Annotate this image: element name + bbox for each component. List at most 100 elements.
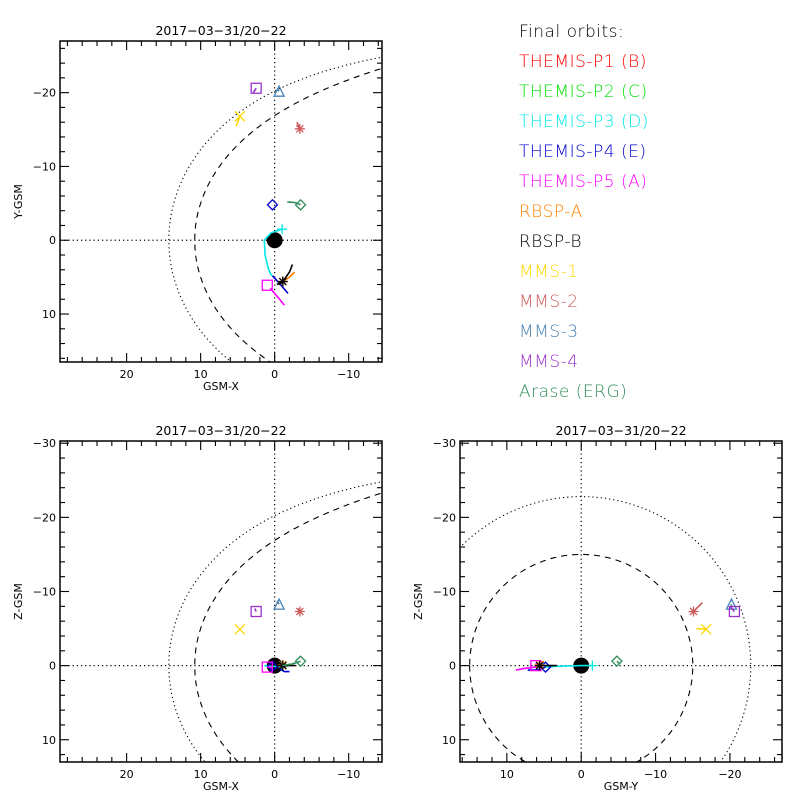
y-tick-label: 0	[449, 660, 456, 673]
x-tick-label: 0	[578, 768, 585, 781]
legend-item: Arase (ERG)	[519, 382, 628, 402]
spacecraft-rbsp-b	[534, 660, 557, 671]
asterisk-symbol	[294, 606, 305, 617]
spacecraft-mms-2	[294, 606, 305, 617]
magnetopause-boundary	[460, 496, 752, 762]
axis-ticks	[60, 441, 382, 762]
square-symbol	[250, 605, 262, 618]
spacecraft-themis-p5-a	[261, 661, 274, 673]
plot-area	[460, 441, 782, 762]
y-axis-label: Y-GSM	[12, 184, 25, 220]
legend-item: MMS-3	[519, 322, 579, 342]
plus-symbol	[587, 660, 598, 671]
square-symbol	[728, 605, 741, 618]
spacecraft-themis-p5-a	[261, 279, 285, 306]
y-tick-label: −20	[33, 511, 56, 524]
x-tick-label: −10	[337, 768, 360, 781]
x-axis-label: GSM-X	[203, 780, 239, 793]
spacecraft-arase-erg	[287, 198, 307, 211]
plot-frame	[59, 40, 383, 363]
spacecraft-mms-3	[273, 597, 286, 610]
legend-item: MMS-4	[519, 352, 579, 372]
legend-heading: Final orbits:	[519, 22, 625, 42]
legend-item: THEMIS-P3 (D)	[519, 112, 649, 132]
panel-xz: 20 10 0 −10 10 0 −10 −20 −30 2017−03−31/20−22 GSM-…	[12, 423, 383, 793]
orbit-track	[281, 660, 301, 667]
plot-frame	[59, 440, 383, 763]
triangle-symbol	[273, 84, 286, 97]
y-tick-label: −30	[33, 437, 56, 450]
y-tick-label: 10	[42, 308, 56, 321]
spacecraft-mms-1	[696, 623, 712, 635]
plot-title: 2017−03−31/20−22	[155, 423, 286, 438]
earth-marker	[266, 232, 283, 249]
panel-xy: 20 10 0 −10 −20 −10 0 10 2017−03−31/20−22 GSM-X Y-…	[12, 23, 383, 393]
y-axis-label: Z-GSM	[12, 583, 25, 620]
spacecraft-mms-2	[294, 121, 305, 134]
legend-item: MMS-1	[519, 262, 579, 282]
asterisk-symbol	[294, 123, 305, 134]
spacecraft-mms-4	[250, 82, 262, 94]
x-tick-label: −10	[337, 368, 360, 381]
legend-item: RBSP-A	[519, 202, 583, 222]
x-tick-label: 10	[194, 368, 208, 381]
magnetopause-boundary	[168, 481, 382, 762]
orbit-track	[287, 201, 301, 206]
orbit-track	[276, 264, 294, 286]
x-tick-label: 20	[120, 768, 134, 781]
cross-symbol	[234, 623, 246, 635]
y-tick-label: −10	[433, 585, 456, 598]
asterisk-symbol	[688, 606, 699, 617]
orbit-track	[269, 287, 285, 306]
x-axis-label: GSM-Y	[604, 780, 639, 793]
y-tick-label: 10	[442, 734, 456, 747]
diamond-symbol	[610, 655, 623, 668]
asterisk-symbol	[277, 276, 288, 287]
y-tick-label: 0	[49, 660, 56, 673]
spacecraft-mms-2	[688, 602, 703, 617]
diamond-symbol	[266, 198, 279, 211]
bow-shock-boundary	[469, 553, 694, 762]
orbit-track	[277, 667, 290, 673]
orbit-track	[515, 663, 537, 671]
x-tick-label: 20	[120, 368, 134, 381]
x-axis-label: GSM-X	[203, 380, 239, 393]
plot-area	[60, 441, 382, 762]
plot-title: 2017−03−31/20−22	[555, 423, 686, 438]
legend-item: THEMIS-P5 (A)	[519, 172, 648, 192]
y-tick-label: 10	[42, 734, 56, 747]
spacecraft-mms-3	[273, 84, 286, 97]
legend-item: THEMIS-P2 (C)	[519, 82, 648, 102]
y-tick-label: −20	[433, 511, 456, 524]
spacecraft-mms-1	[234, 623, 246, 635]
legend-item: THEMIS-P4 (E)	[519, 142, 647, 162]
x-tick-label: 0	[271, 768, 278, 781]
y-axis-label: Z-GSM	[412, 583, 425, 620]
bow-shock-boundary	[194, 492, 382, 762]
x-tick-label: 10	[500, 768, 514, 781]
x-tick-label: 0	[271, 368, 278, 381]
orbit-track	[252, 87, 257, 94]
square-symbol	[250, 82, 262, 94]
y-tick-label: −10	[33, 585, 56, 598]
y-tick-label: −30	[433, 437, 456, 450]
plot-title: 2017−03−31/20−22	[155, 23, 286, 38]
legend-item: THEMIS-P1 (B)	[519, 52, 647, 72]
spacecraft-mms-4	[250, 605, 262, 618]
orbit-track	[729, 605, 736, 613]
spacecraft-mms-1	[234, 110, 246, 127]
spacecraft-arase-erg	[610, 655, 623, 668]
magnetopause-boundary	[168, 56, 382, 362]
spacecraft-arase-erg	[281, 655, 307, 668]
cross-symbol	[700, 623, 712, 635]
axis-ticks	[60, 41, 382, 362]
asterisk-symbol	[534, 660, 545, 671]
legend-item: MMS-2	[519, 292, 579, 312]
orbit-track	[696, 627, 707, 631]
orbit-track	[253, 608, 257, 612]
plus-symbol	[277, 224, 288, 235]
x-tick-label: 10	[194, 768, 208, 781]
x-tick-label: −20	[718, 768, 741, 781]
panel-yz: 10 0 −10 −20 10 0 −10 −20 −30 2017−03−31/20−22 GSM…	[412, 423, 783, 793]
